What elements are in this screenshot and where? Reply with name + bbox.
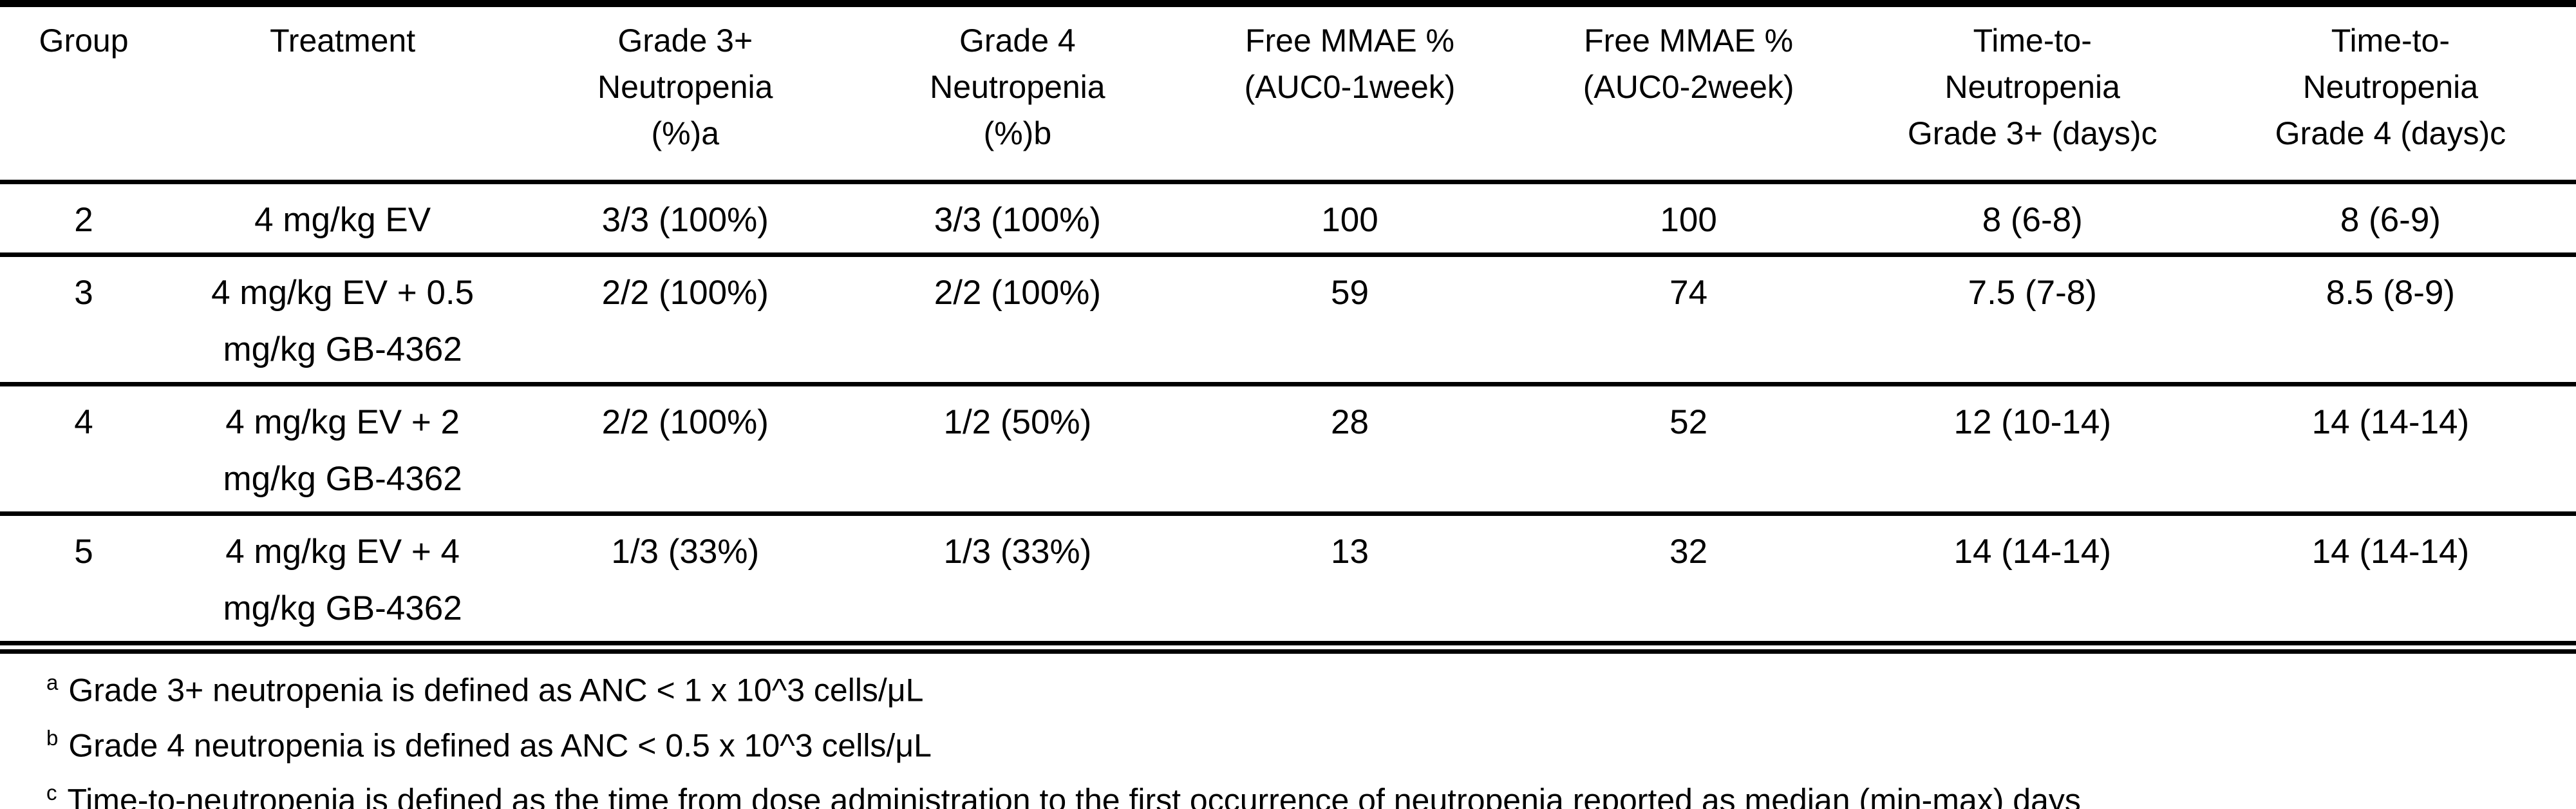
header-ttn-grade4: Time-to- Neutropenia Grade 4 (days)c: [2275, 23, 2506, 151]
cell-grade4-neutropenia: 2/2 (100%): [934, 274, 1101, 312]
table-row-group-3: 3 4 mg/kg EV + 0.5 mg/kg GB-4362 2/2 (10…: [0, 255, 2576, 385]
footnote-c-text: Time-to-neutropenia is defined as the ti…: [67, 782, 2081, 809]
table-row-group-2: 2 4 mg/kg EV 3/3 (100%) 3/3 (100%) 100 1…: [0, 182, 2576, 255]
cell-free-mmae-1week: 59: [1331, 274, 1369, 312]
cell-treatment: 4 mg/kg EV + 0.5 mg/kg GB-4362: [211, 274, 475, 368]
footnote-c: c Time-to-neutropenia is defined as the t…: [46, 769, 2576, 809]
cell-ttn-grade4: 14 (14-14): [2311, 403, 2470, 441]
header-free-mmae-2week: Free MMAE % (AUC0-2week): [1583, 23, 1794, 105]
cell-free-mmae-2week: 74: [1669, 274, 1708, 312]
cell-ttn-grade3: 12 (10-14): [1953, 403, 2112, 441]
cell-free-mmae-1week: 13: [1331, 533, 1369, 571]
footnote-a-text: Grade 3+ neutropenia is defined as ANC <…: [68, 672, 924, 709]
cell-grade3-neutropenia: 2/2 (100%): [601, 274, 769, 312]
footnote-c-marker: c: [46, 781, 57, 805]
cell-grade3-neutropenia: 2/2 (100%): [601, 403, 769, 441]
footnote-a-marker: a: [46, 671, 59, 694]
cell-ttn-grade3: 7.5 (7-8): [1968, 274, 2097, 312]
cell-ttn-grade3: 14 (14-14): [1953, 533, 2112, 571]
footnote-a: a Grade 3+ neutropenia is defined as ANC …: [46, 659, 2576, 714]
cell-free-mmae-2week: 52: [1669, 403, 1708, 441]
cell-free-mmae-2week: 32: [1669, 533, 1708, 571]
header-grade4-neutropenia: Grade 4 Neutropenia (%)b: [930, 23, 1105, 151]
cell-treatment: 4 mg/kg EV + 2 mg/kg GB-4362: [223, 403, 462, 498]
cell-group: 2: [74, 201, 93, 239]
cell-ttn-grade4: 14 (14-14): [2311, 533, 2470, 571]
cell-ttn-grade4: 8.5 (8-9): [2326, 274, 2456, 312]
cell-ttn-grade4: 8 (6-9): [2340, 201, 2441, 239]
cell-free-mmae-2week: 100: [1660, 201, 1717, 239]
header-free-mmae-1week: Free MMAE % (AUC0-1week): [1244, 23, 1456, 105]
cell-group: 3: [74, 274, 93, 312]
cell-grade3-neutropenia: 3/3 (100%): [601, 201, 769, 239]
footnote-b-marker: b: [46, 725, 59, 750]
table-row-group-4: 4 4 mg/kg EV + 2 mg/kg GB-4362 2/2 (100%…: [0, 385, 2576, 514]
header-grade3-neutropenia: Grade 3+ Neutropenia (%)a: [597, 23, 773, 151]
cell-ttn-grade3: 8 (6-8): [1982, 201, 2083, 239]
header-group: Group: [39, 23, 129, 59]
cell-grade4-neutropenia: 1/2 (50%): [943, 403, 1092, 441]
table-row-group-5: 5 4 mg/kg EV + 4 mg/kg GB-4362 1/3 (33%)…: [0, 514, 2576, 647]
header-ttn-grade3: Time-to- Neutropenia Grade 3+ (days)c: [1907, 23, 2158, 151]
cell-treatment: 4 mg/kg EV: [254, 201, 431, 239]
header-row: Group Treatment Grade 3+ Neutropenia (%)…: [0, 4, 2576, 182]
header-treatment: Treatment: [270, 23, 416, 59]
cell-grade4-neutropenia: 1/3 (33%): [943, 533, 1092, 571]
results-table: Group Treatment Grade 3+ Neutropenia (%)…: [0, 0, 2576, 647]
cell-group: 4: [74, 403, 93, 441]
footnote-b-text: Grade 4 neutropenia is defined as ANC < …: [68, 727, 932, 764]
cell-free-mmae-1week: 28: [1331, 403, 1369, 441]
cell-free-mmae-1week: 100: [1321, 201, 1378, 239]
cell-grade4-neutropenia: 3/3 (100%): [934, 201, 1101, 239]
footnotes: a Grade 3+ neutropenia is defined as ANC …: [0, 659, 2576, 809]
footnote-b: b Grade 4 neutropenia is defined as ANC <…: [46, 714, 2576, 770]
cell-treatment: 4 mg/kg EV + 4 mg/kg GB-4362: [223, 533, 462, 627]
cell-group: 5: [74, 533, 93, 571]
cell-grade3-neutropenia: 1/3 (33%): [611, 533, 760, 571]
